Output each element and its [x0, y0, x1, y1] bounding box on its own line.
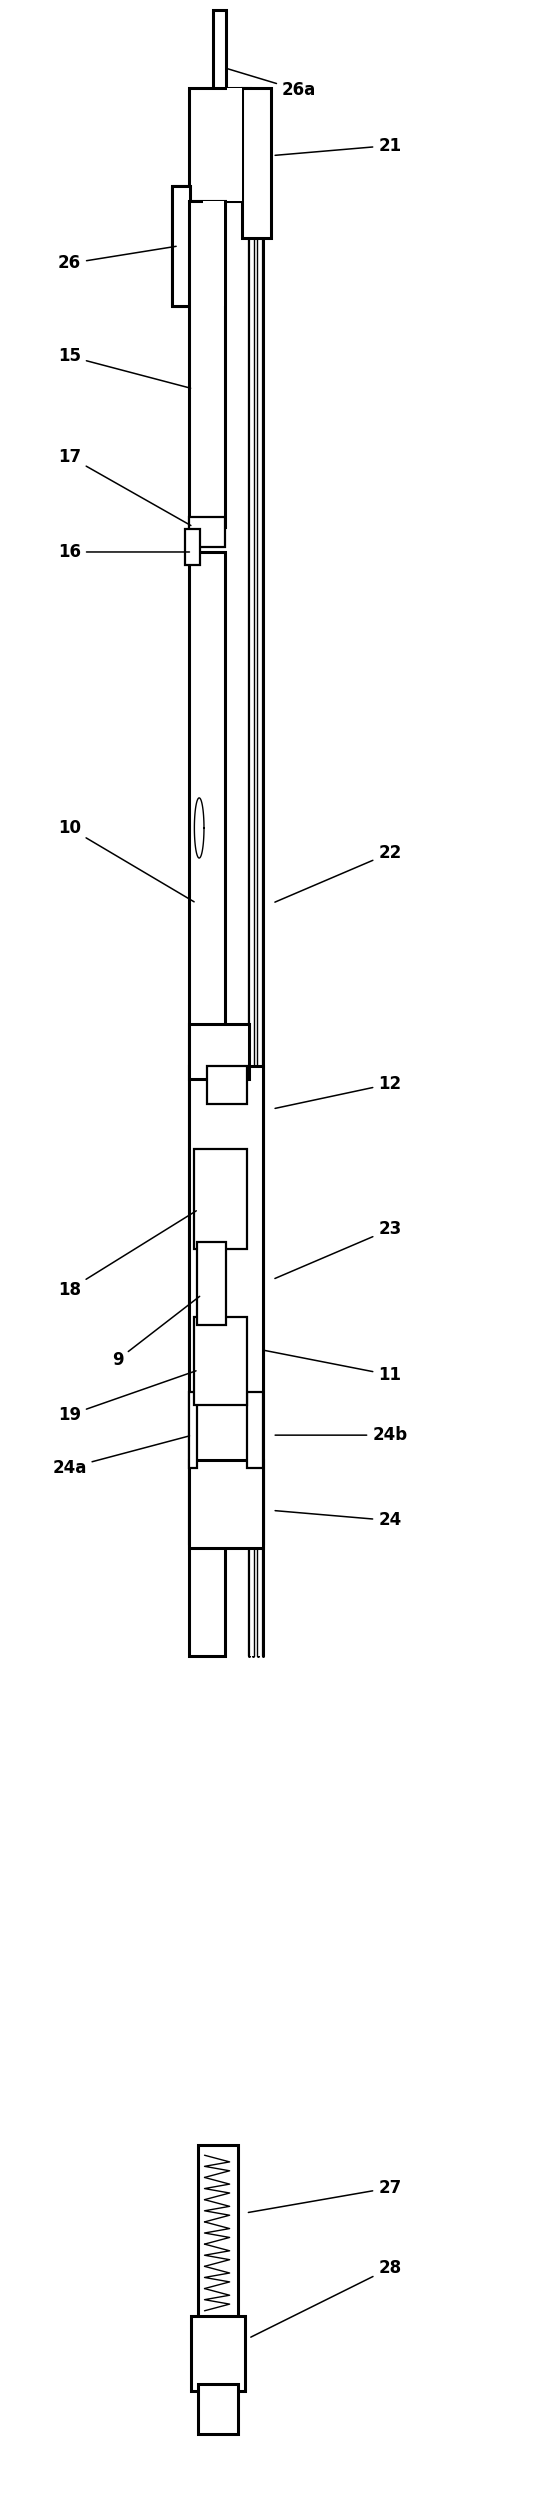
Text: 11: 11 [264, 1350, 402, 1385]
Bar [189, 201, 225, 527]
Bar [195, 1154, 219, 1244]
Bar [190, 557, 223, 1651]
Bar [190, 1029, 211, 1074]
Bar [194, 1317, 247, 1405]
Bar [189, 1460, 263, 1548]
Bar [207, 1066, 247, 1104]
Bar [249, 163, 263, 1656]
Bar [195, 1322, 219, 1400]
Bar [248, 1398, 262, 1463]
Bar [247, 1071, 262, 1538]
Text: 9: 9 [112, 1297, 200, 1370]
Bar [172, 186, 190, 306]
Text: 22: 22 [275, 843, 402, 903]
Text: 16: 16 [58, 542, 190, 562]
Text: 12: 12 [275, 1074, 402, 1109]
Bar [247, 1465, 262, 1543]
Bar [242, 88, 271, 238]
Bar [197, 1242, 226, 1325]
Text: 24a: 24a [52, 1435, 190, 1478]
Bar [222, 1322, 246, 1400]
Bar [190, 93, 229, 196]
Bar [213, 10, 226, 95]
Text: 27: 27 [248, 2178, 402, 2213]
Bar [208, 1071, 226, 1099]
Bar [213, 1247, 225, 1320]
Bar [185, 529, 200, 565]
Bar [198, 2384, 238, 2434]
Bar [189, 517, 225, 547]
Bar [227, 88, 242, 201]
Bar [230, 1071, 246, 1099]
Bar [189, 1066, 263, 1543]
Text: 17: 17 [58, 447, 191, 524]
Bar [214, 13, 225, 93]
Bar [189, 1392, 197, 1468]
Text: 24b: 24b [275, 1425, 407, 1445]
Bar [243, 93, 254, 233]
Bar [203, 201, 224, 306]
Bar [189, 552, 225, 1656]
Text: 24: 24 [275, 1510, 402, 1530]
Text: 10: 10 [58, 818, 194, 901]
Bar [194, 1149, 247, 1249]
Bar [186, 534, 199, 560]
Bar [227, 1029, 248, 1074]
Bar [222, 1154, 246, 1244]
Bar [189, 88, 250, 201]
Text: 18: 18 [58, 1212, 197, 1300]
Bar [191, 2316, 245, 2391]
Bar [192, 2321, 243, 2386]
Text: 21: 21 [275, 135, 402, 156]
Text: 28: 28 [251, 2258, 402, 2338]
Text: 15: 15 [58, 346, 191, 389]
Bar [190, 206, 223, 522]
Text: 19: 19 [58, 1370, 196, 1425]
Bar [198, 2145, 238, 2321]
Text: 26a: 26a [227, 68, 316, 100]
Text: 26: 26 [58, 246, 176, 273]
Bar [198, 1247, 210, 1320]
Bar [174, 191, 189, 301]
Text: 23: 23 [275, 1219, 402, 1280]
Bar [247, 1392, 263, 1468]
Bar [189, 1024, 249, 1079]
